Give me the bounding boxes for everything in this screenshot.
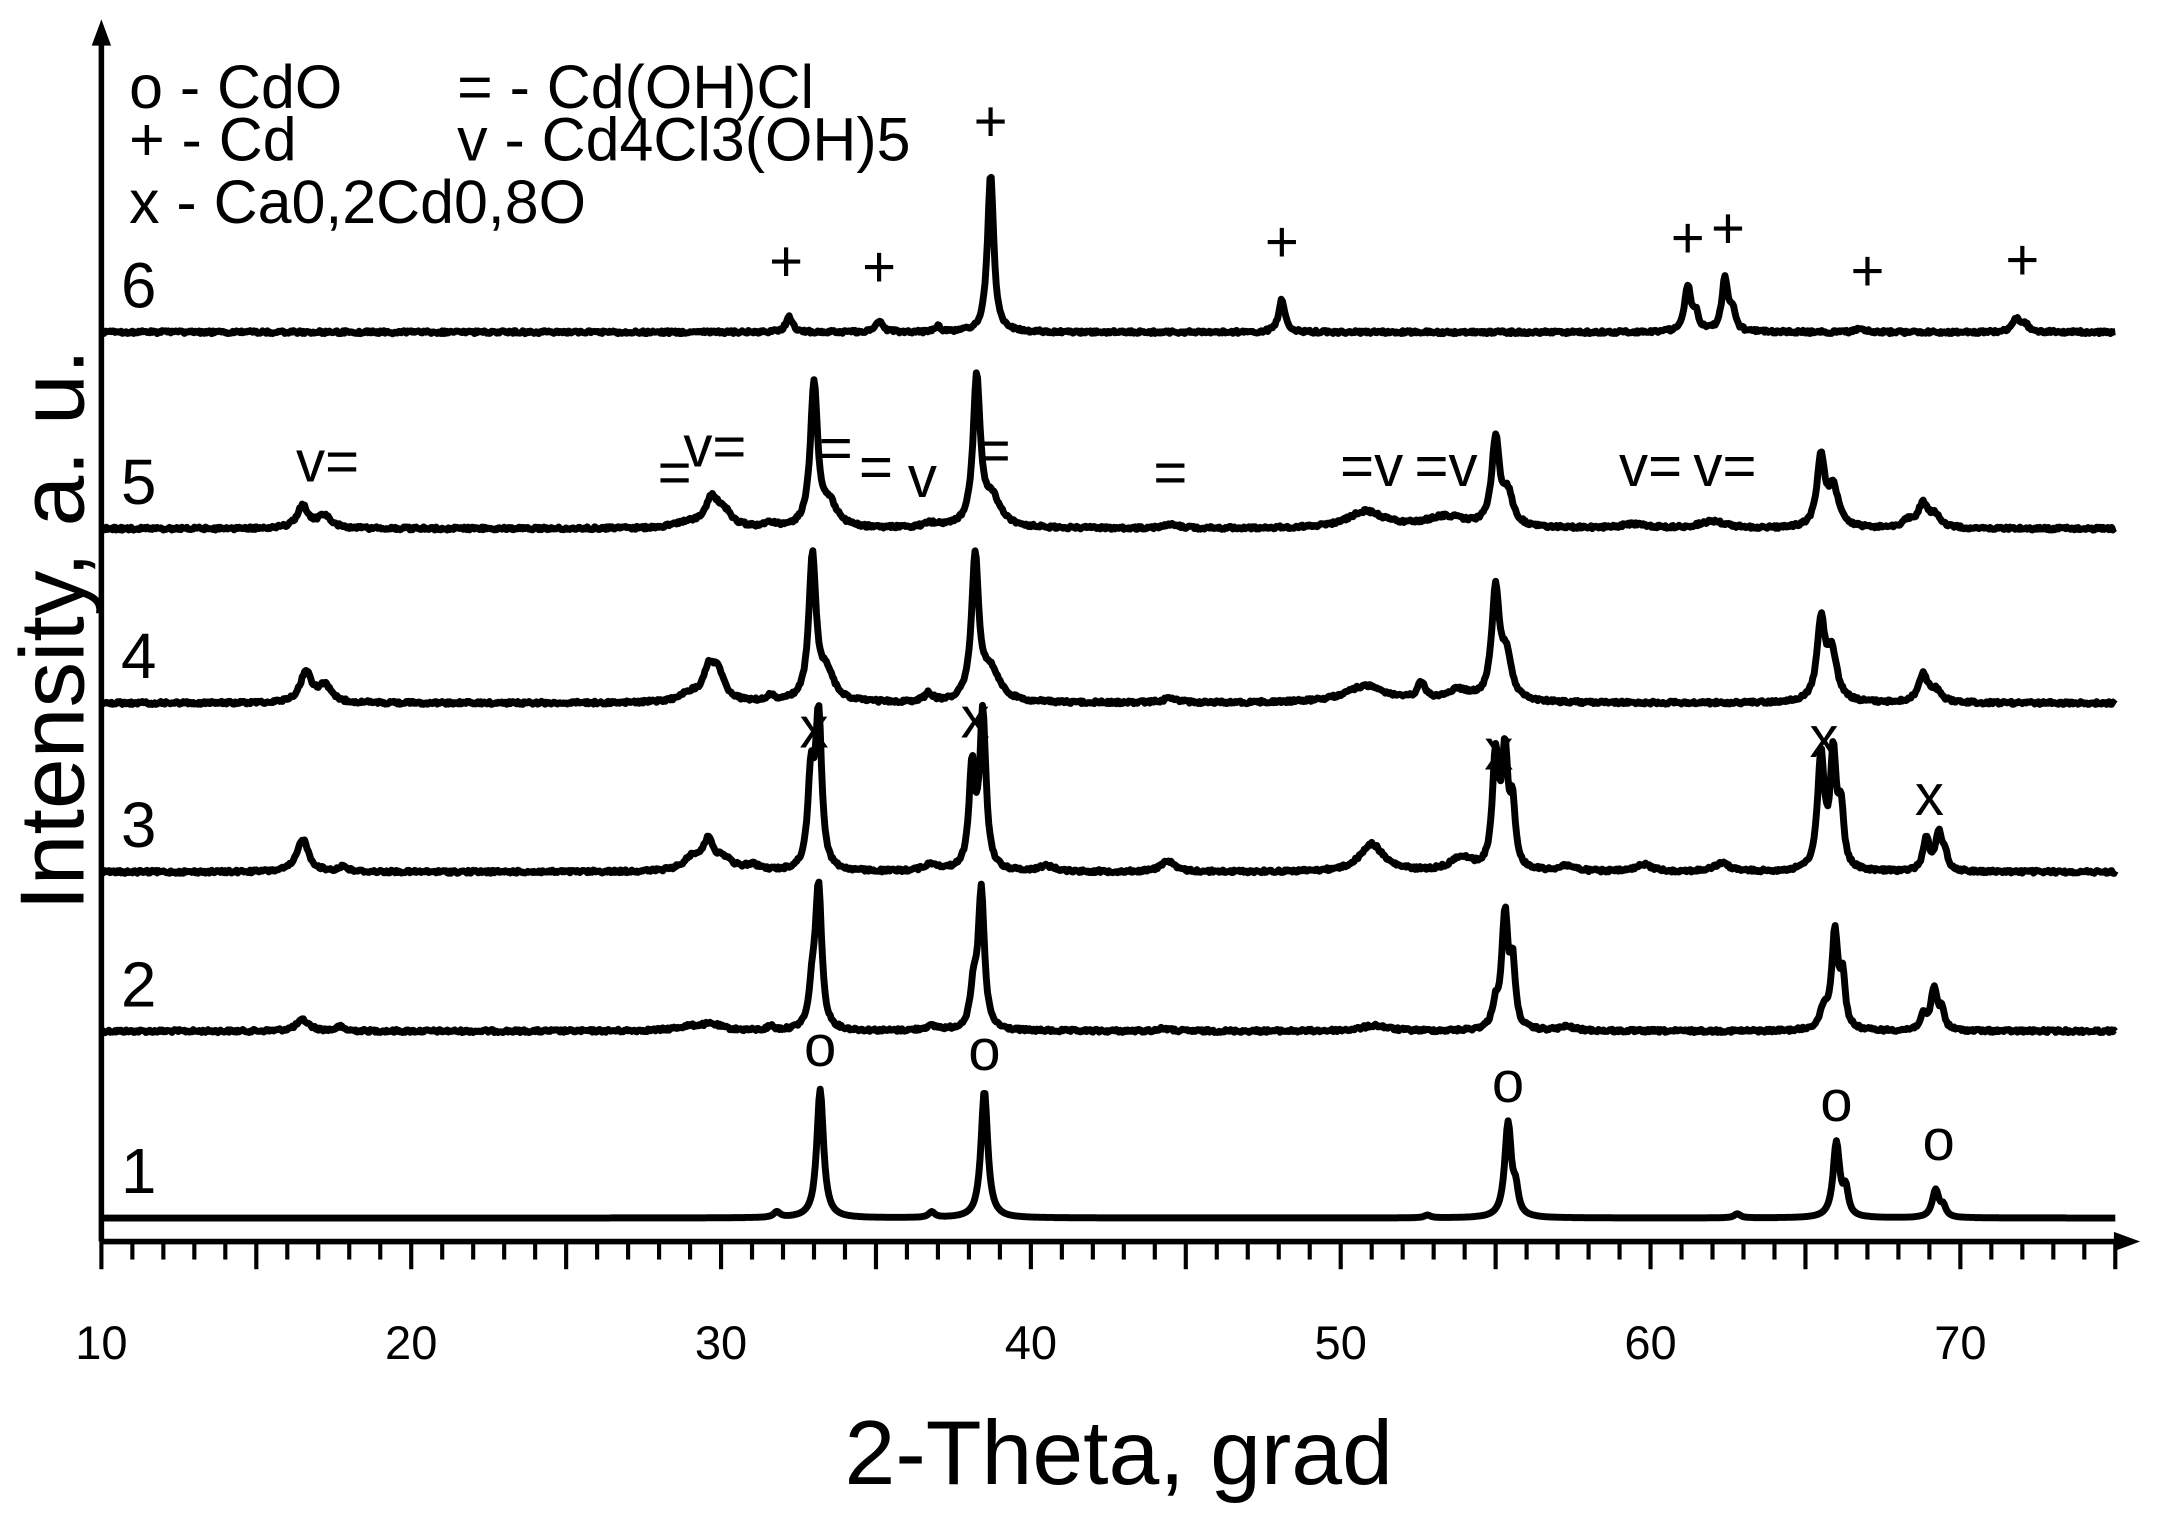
- curve-labels: 1 2 3 4 5 6: [121, 250, 156, 1207]
- x-tick-label-40: 40: [1005, 1316, 1057, 1369]
- phase-marker-1-4: o: [1923, 1108, 1955, 1173]
- phase-marker-6-1: +: [862, 235, 896, 300]
- phase-marker-5-7: =: [1153, 441, 1187, 506]
- phase-marker-6-4: +: [1671, 205, 1705, 270]
- x-tick-label-30: 30: [695, 1316, 747, 1369]
- trace-3: [99, 701, 2119, 877]
- phase-marker-6-6: +: [1850, 239, 1884, 304]
- phase-marker-5-8: =v: [1340, 434, 1403, 499]
- phase-marker-6-5: +: [1711, 196, 1745, 261]
- curve-label-4: 4: [121, 621, 156, 692]
- trace-4: [99, 547, 2118, 708]
- legend-item-cdohcl: = - Cd(OH)Cl: [457, 53, 814, 121]
- trace-6: [99, 173, 2118, 338]
- phase-marker-6-2: +: [974, 89, 1008, 154]
- phase-marker-5-2: v=: [683, 414, 746, 479]
- phase-marker-3-2: x: [1484, 718, 1513, 783]
- phase-marker-3-1: x: [961, 686, 990, 751]
- phase-marker-3-3: x: [1810, 705, 1839, 770]
- trace-2: [99, 878, 2118, 1037]
- phase-marker-1-1: o: [968, 1018, 1000, 1083]
- x-tick-label-60: 60: [1624, 1316, 1676, 1369]
- curve-label-5: 5: [121, 447, 156, 518]
- phase-marker-5-1: =: [658, 441, 692, 506]
- phase-marker-1-0: o: [804, 1014, 836, 1079]
- trace-5: [99, 369, 2118, 534]
- curve-label-3: 3: [121, 790, 156, 861]
- phase-marker-5-5: v: [908, 445, 937, 510]
- legend-item-cd: + - Cd: [129, 106, 297, 174]
- y-axis-title: Intensity, a. u.: [1, 349, 103, 911]
- x-tick-label-70: 70: [1934, 1316, 1986, 1369]
- x-tick-label-10: 10: [75, 1316, 127, 1369]
- x-axis-arrow: [2113, 1231, 2141, 1252]
- legend-item-cacdo: x - Ca0,2Cd0,8O: [129, 168, 586, 236]
- phase-marker-6-0: +: [769, 229, 803, 294]
- y-axis-arrow: [91, 19, 112, 46]
- x-axis-title: 2-Theta, grad: [845, 1402, 1393, 1504]
- phase-marker-6-7: +: [2005, 228, 2039, 293]
- curve-label-6: 6: [121, 250, 156, 321]
- phase-marker-5-0: v=: [296, 430, 359, 495]
- legend: o - CdO = - Cd(OH)Cl + - Cd v - Cd4Cl3(O…: [129, 53, 910, 236]
- legend-item-cdo: o - CdO: [129, 53, 342, 121]
- trace-1: [99, 1085, 2118, 1222]
- phase-marker-5-10: v=: [1619, 434, 1682, 499]
- curve-label-2: 2: [121, 949, 156, 1020]
- traces: [99, 173, 2119, 1222]
- phase-marker-5-9: =v: [1415, 434, 1478, 499]
- phase-marker-5-4: =: [859, 435, 893, 500]
- phase-marker-5-6: =: [977, 419, 1011, 484]
- phase-marker-1-3: o: [1820, 1069, 1852, 1134]
- phase-marker-5-3: =: [819, 416, 853, 481]
- phase-marker-5-11: v=: [1693, 434, 1756, 499]
- axes: [91, 19, 2141, 1252]
- phase-marker-6-3: +: [1265, 210, 1299, 275]
- legend-item-cd4cl3oh5: v - Cd4Cl3(OH)5: [457, 106, 910, 174]
- phase-markers: o o o oox x x xxv= =v= = = v = = =v =v v= v=+ +++ + ++ +: [296, 89, 2039, 1173]
- phase-marker-3-0: x: [799, 695, 828, 760]
- curve-label-1: 1: [121, 1136, 156, 1207]
- x-tick-label-20: 20: [385, 1316, 437, 1369]
- x-ticks: 10 20 30 40 50 60 70: [75, 1241, 2118, 1369]
- phase-marker-3-4: x: [1915, 763, 1944, 828]
- phase-marker-1-2: o: [1492, 1050, 1524, 1115]
- x-tick-label-50: 50: [1315, 1316, 1367, 1369]
